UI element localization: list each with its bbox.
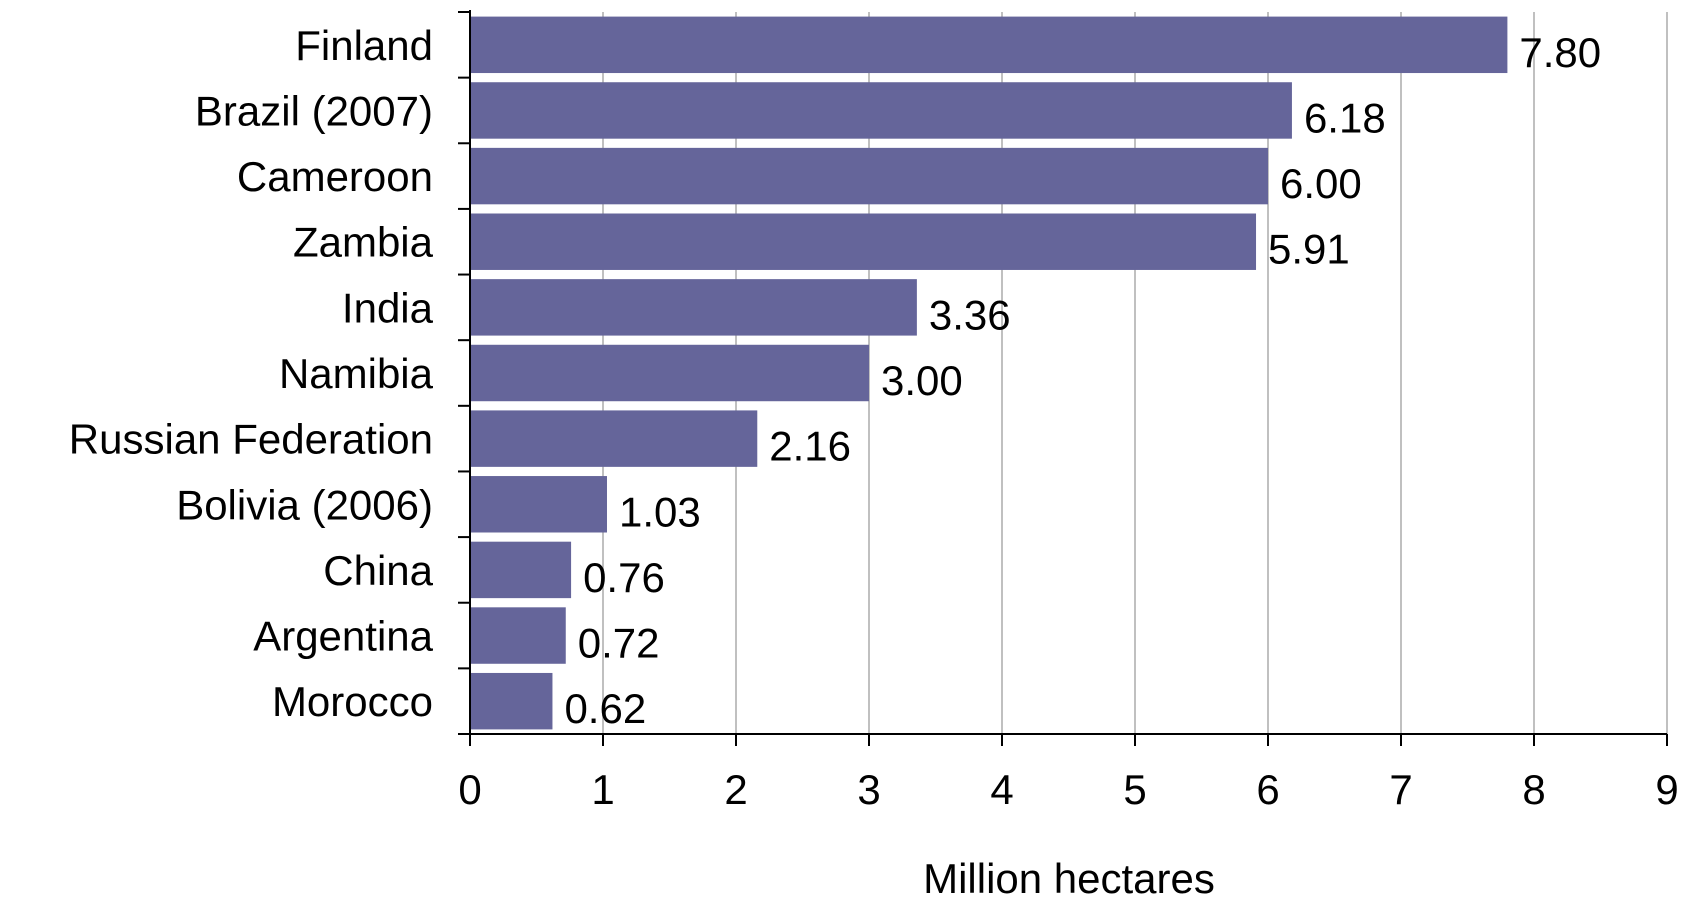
value-label: 6.18 xyxy=(1304,94,1386,141)
x-tick-label: 1 xyxy=(591,766,614,813)
category-label: Argentina xyxy=(253,613,433,660)
bar-4 xyxy=(470,279,917,336)
category-label: Zambia xyxy=(293,219,434,266)
value-label: 0.76 xyxy=(583,554,665,601)
x-tick-label: 2 xyxy=(724,766,747,813)
category-label: China xyxy=(323,547,433,594)
bar-0 xyxy=(470,16,1508,74)
value-label: 6.00 xyxy=(1280,160,1362,207)
labels: Finland 7.80 Brazil (2007) 6.18 Cameroon 6.00… xyxy=(69,22,1679,813)
bar-8 xyxy=(470,541,572,599)
value-label: 3.36 xyxy=(929,291,1011,338)
bar-2 xyxy=(470,147,1268,205)
category-label: Brazil (2007) xyxy=(195,87,433,134)
bar-6 xyxy=(470,410,758,467)
category-label: Bolivia (2006) xyxy=(176,481,433,528)
value-label: 7.80 xyxy=(1519,29,1601,76)
x-tick-label: 4 xyxy=(990,766,1013,813)
bar-5 xyxy=(470,344,869,402)
axes xyxy=(458,10,1668,746)
x-tick-label: 0 xyxy=(458,766,481,813)
bar-10 xyxy=(470,672,553,730)
bars xyxy=(470,16,1508,730)
x-tick-label: 5 xyxy=(1123,766,1146,813)
x-axis-title: Million hectares xyxy=(923,855,1215,902)
value-label: 5.91 xyxy=(1268,226,1350,273)
x-tick-label: 8 xyxy=(1522,766,1545,813)
value-label: 1.03 xyxy=(619,488,701,535)
bar-7 xyxy=(470,476,607,533)
category-label: Namibia xyxy=(279,350,434,397)
value-label: 0.62 xyxy=(564,685,646,732)
value-label: 2.16 xyxy=(769,423,851,470)
bar-1 xyxy=(470,82,1292,139)
x-tick-label: 6 xyxy=(1256,766,1279,813)
category-label: Morocco xyxy=(272,678,433,725)
category-label: Finland xyxy=(295,22,433,69)
category-label: Cameroon xyxy=(237,153,433,200)
bar-9 xyxy=(470,607,566,664)
category-label: Russian Federation xyxy=(69,416,433,463)
bar-3 xyxy=(470,213,1257,270)
value-label: 0.72 xyxy=(578,620,660,667)
x-tick-label: 9 xyxy=(1655,766,1678,813)
category-label: India xyxy=(342,284,434,331)
x-tick-label: 7 xyxy=(1389,766,1412,813)
value-label: 3.00 xyxy=(881,357,963,404)
x-tick-label: 3 xyxy=(857,766,880,813)
